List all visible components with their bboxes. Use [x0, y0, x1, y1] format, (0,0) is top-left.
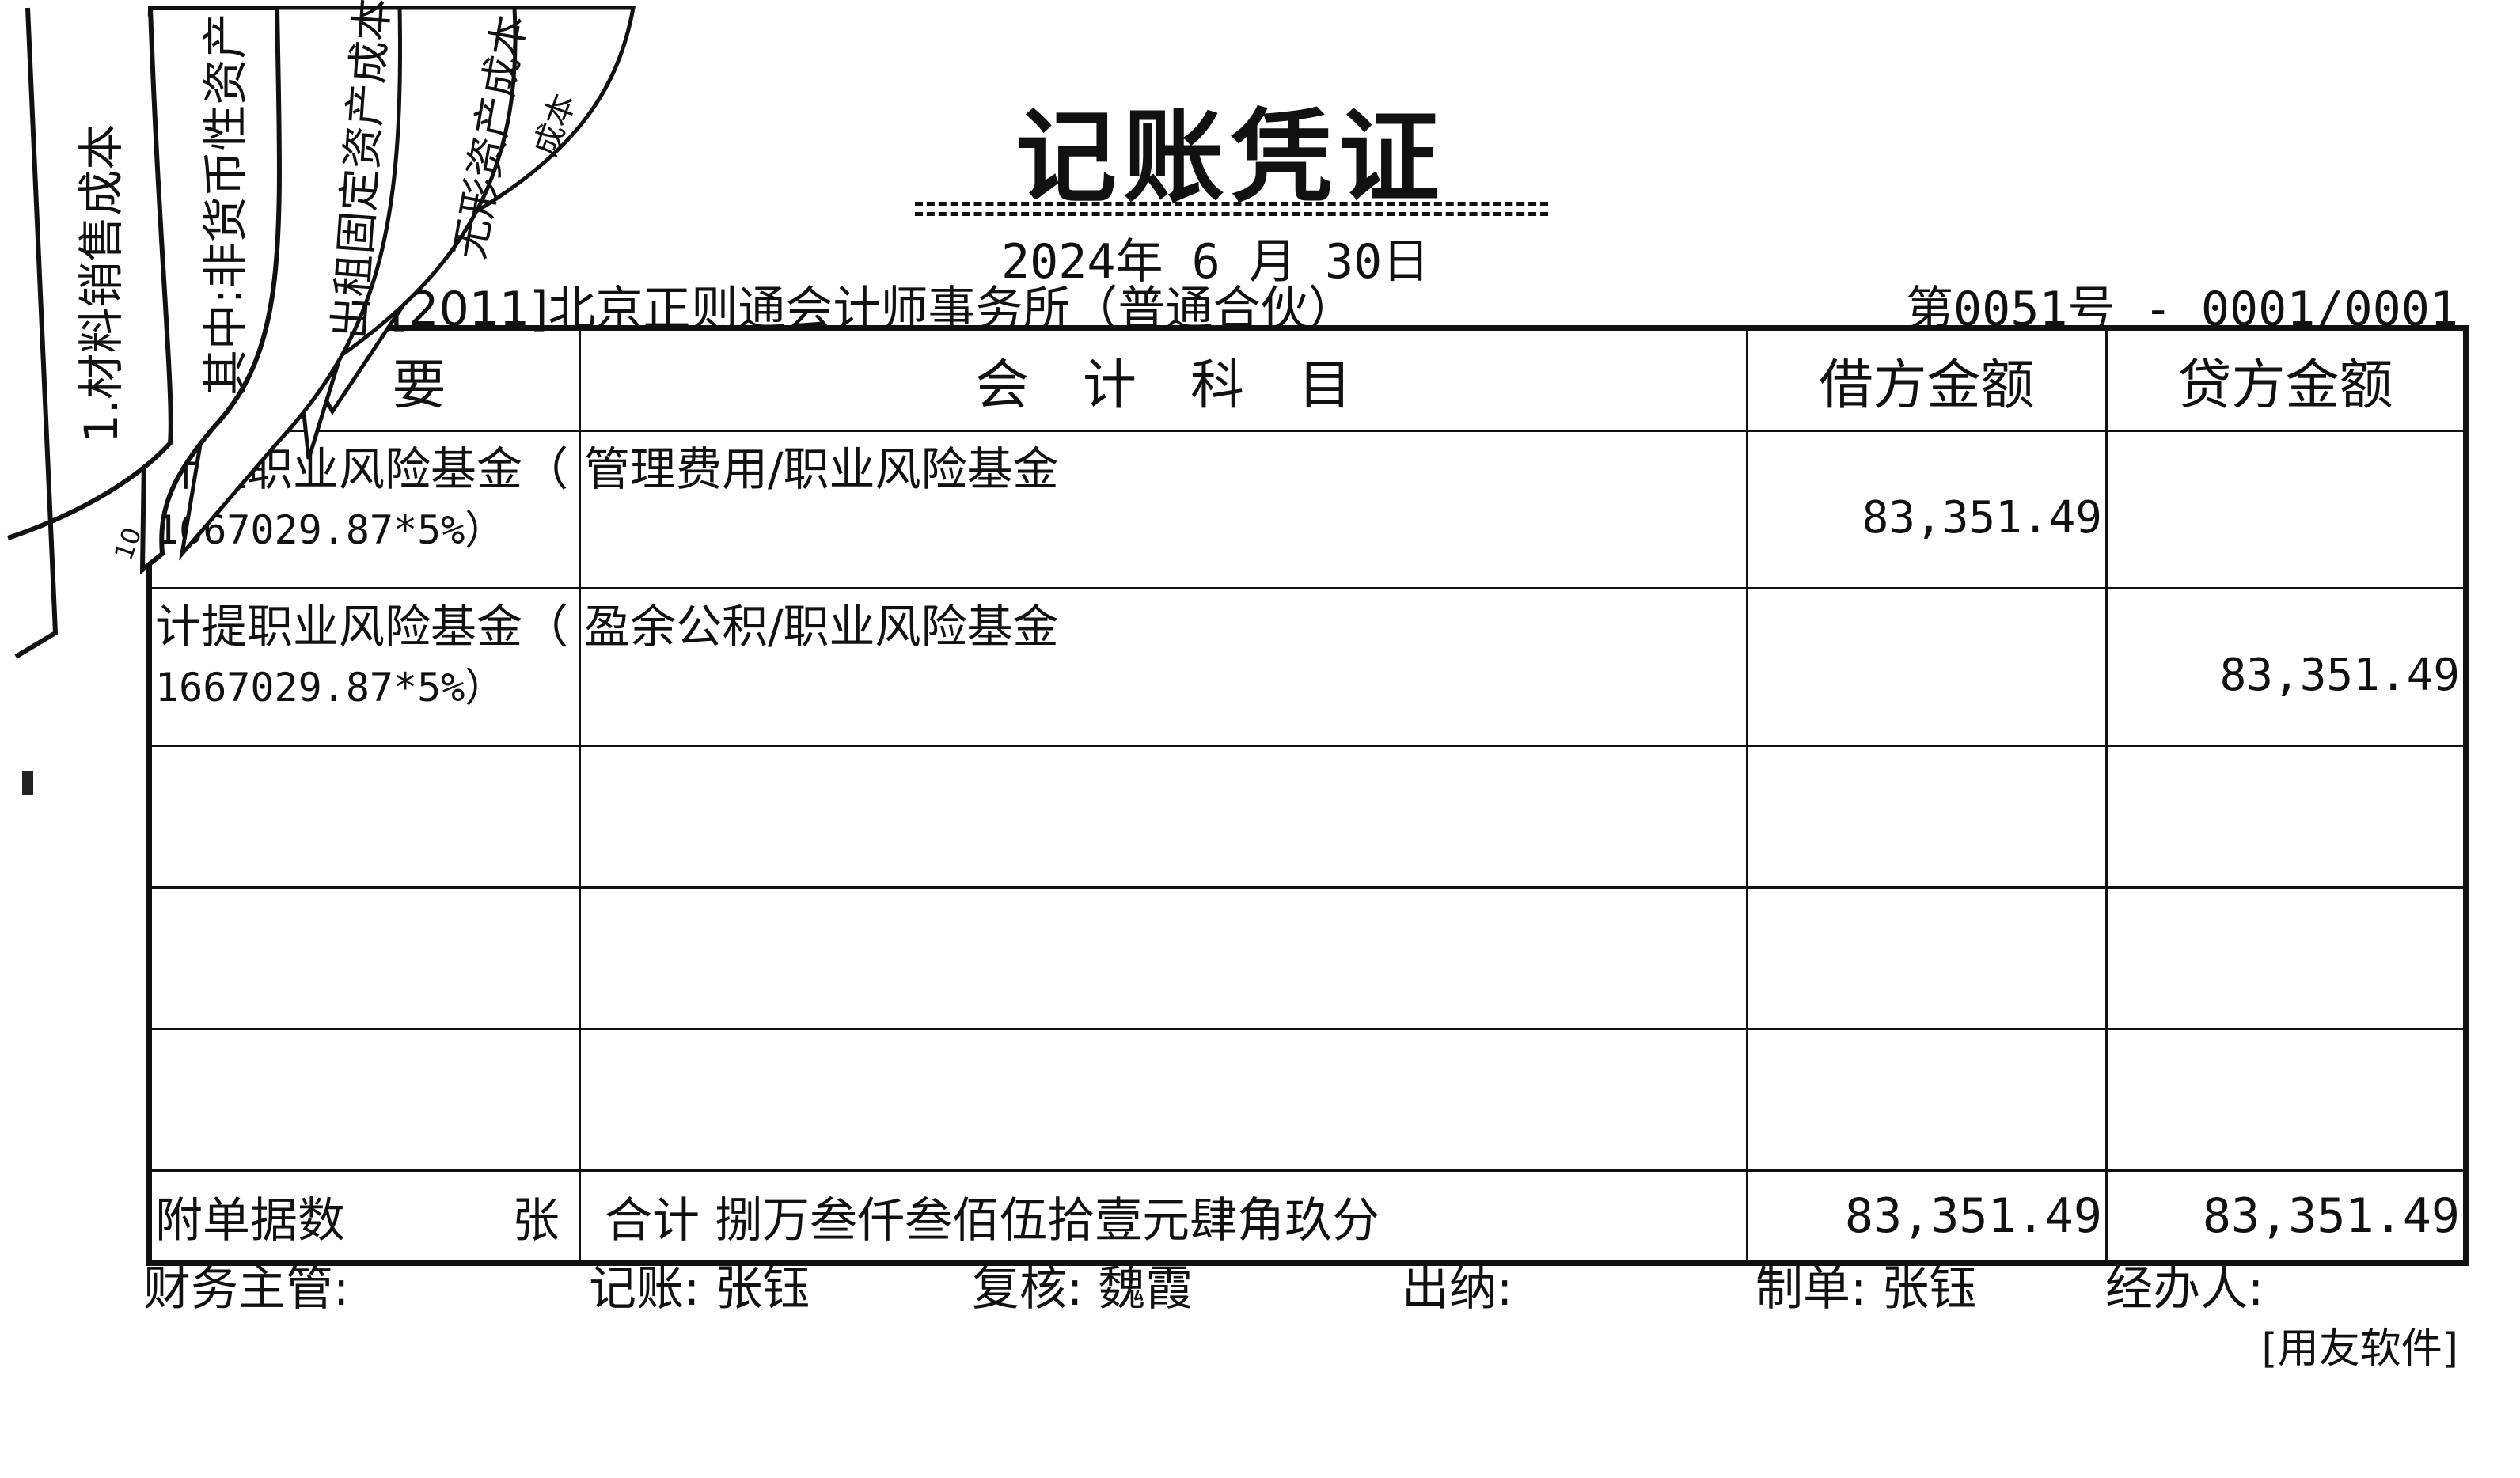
- tab-3-shape: [179, 6, 402, 561]
- table-row: [148, 1028, 2467, 1172]
- debit-cell: [1746, 587, 2108, 747]
- summary-line: 1667029.87*5%）: [155, 665, 505, 711]
- credit-cell: 83,351.49: [2105, 587, 2467, 747]
- tab-1-label: 1.材料销售成本: [74, 124, 128, 443]
- tab-2-shape: [139, 6, 282, 575]
- summary-line: 计提职业风险基金（: [155, 600, 569, 654]
- table-header: 摘 要 会 计 科 目 借方金额 贷方金额: [148, 327, 2467, 432]
- credit-cell: [2105, 430, 2467, 589]
- tab-2-label: 其中:非货币性资产: [199, 13, 252, 396]
- total-debit: 83,351.49: [1746, 1169, 2108, 1264]
- margin-mark: [22, 771, 33, 795]
- attachments-unit: 张: [512, 1192, 560, 1249]
- debit-cell: [1746, 745, 2108, 889]
- account-cell: [579, 886, 1748, 1030]
- debit-cell: 83,351.49: [1746, 430, 2108, 589]
- preparer-signature: 制单: 张钰: [1755, 1261, 1977, 1317]
- total-row: 附单据数 张 合计 捌万叁仟叁佰伍拾壹元肆角玖分 83,351.49 83,351…: [148, 1169, 2467, 1264]
- credit-cell: [2105, 886, 2467, 1030]
- title-double-rule: [915, 202, 1548, 216]
- handler-signature: 经办人:: [2105, 1261, 2264, 1317]
- voucher-date: 2024年 6 月 30日: [1001, 234, 1430, 290]
- software-label: [用友软件]: [2261, 1325, 2458, 1373]
- supervisor-signature: 财务主管:: [143, 1261, 350, 1317]
- summary-cell: [148, 1028, 581, 1172]
- debit-cell: [1746, 1028, 2108, 1172]
- summary-cell: 计提职业风险基金（ 1667029.87*5%）: [148, 587, 581, 747]
- header-credit: 贷方金额: [2105, 327, 2467, 432]
- table-row: [148, 745, 2467, 889]
- total-credit: 83,351.49: [2105, 1169, 2467, 1264]
- table-row: 计提职业风险基金（ 1667029.87*5%） 盈余公积/职业风险基金 83,3…: [148, 587, 2467, 747]
- attachments-cell: 附单据数 张: [148, 1169, 581, 1264]
- amount-in-words: 捌万叁仟叁佰伍拾壹元肆角玖分: [715, 1192, 1380, 1249]
- summary-cell: [148, 745, 581, 889]
- voucher-title: 记账凭证: [1015, 98, 1446, 217]
- total-label: 合计: [605, 1192, 700, 1249]
- debit-cell: [1746, 886, 2108, 1030]
- total-words-cell: 合计 捌万叁仟叁佰伍拾壹元肆角玖分: [579, 1169, 1748, 1264]
- account-cell: [579, 745, 1748, 889]
- header-account: 会 计 科 目: [579, 327, 1748, 432]
- bookkeeper-signature: 记账: 张钰: [589, 1261, 810, 1317]
- credit-cell: [2105, 1028, 2467, 1172]
- attachments-label: 附单据数: [155, 1192, 345, 1249]
- cashier-signature: 出纳:: [1402, 1261, 1513, 1317]
- voucher-table: 摘 要 会 计 科 目 借方金额 贷方金额 计提职业风险基金（ 1667029.8…: [146, 325, 2469, 1266]
- account-cell: 管理费用/职业风险基金: [579, 430, 1748, 589]
- account-cell: 盈余公积/职业风险基金: [579, 587, 1748, 747]
- tab-1-shape: [7, 7, 173, 659]
- credit-cell: [2105, 745, 2467, 889]
- account-cell: [579, 1028, 1748, 1172]
- summary-cell: [148, 886, 581, 1030]
- header-debit: 借方金额: [1746, 327, 2108, 432]
- reviewer-signature: 复核: 魏霞: [972, 1261, 1194, 1317]
- table-row: [148, 886, 2467, 1030]
